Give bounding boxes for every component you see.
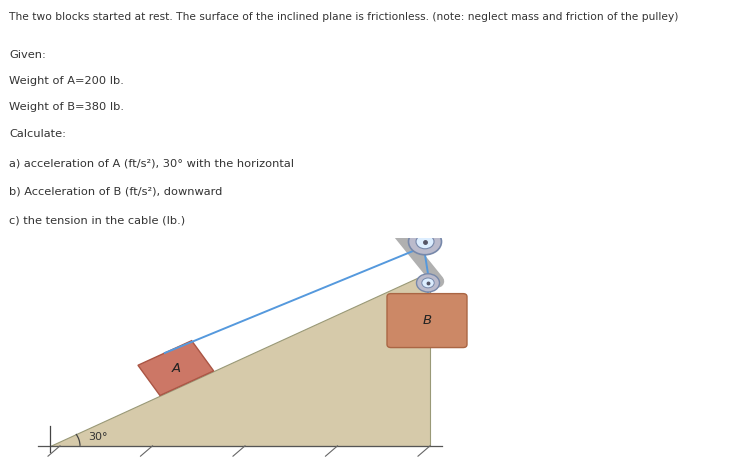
Polygon shape <box>50 272 430 446</box>
Circle shape <box>416 235 434 249</box>
Text: Weight of B=380 lb.: Weight of B=380 lb. <box>9 102 124 112</box>
Circle shape <box>408 228 442 255</box>
FancyBboxPatch shape <box>387 294 467 347</box>
Text: Calculate:: Calculate: <box>9 129 66 139</box>
Polygon shape <box>415 213 443 222</box>
Circle shape <box>417 274 439 292</box>
Circle shape <box>422 278 434 288</box>
Text: 30°: 30° <box>88 432 107 442</box>
Text: a) acceleration of A (ft/s²), 30° with the horizontal: a) acceleration of A (ft/s²), 30° with t… <box>9 158 294 168</box>
Text: Weight of A=200 lb.: Weight of A=200 lb. <box>9 76 124 86</box>
Text: B: B <box>423 314 432 327</box>
Polygon shape <box>138 341 214 396</box>
Text: Given:: Given: <box>9 50 46 60</box>
Bar <box>408 198 450 213</box>
Text: The two blocks started at rest. The surface of the inclined plane is frictionles: The two blocks started at rest. The surf… <box>9 12 679 22</box>
Text: c) the tension in the cable (lb.): c) the tension in the cable (lb.) <box>9 215 185 225</box>
Text: A: A <box>171 362 180 375</box>
Text: b) Acceleration of B (ft/s²), downward: b) Acceleration of B (ft/s²), downward <box>9 187 223 197</box>
